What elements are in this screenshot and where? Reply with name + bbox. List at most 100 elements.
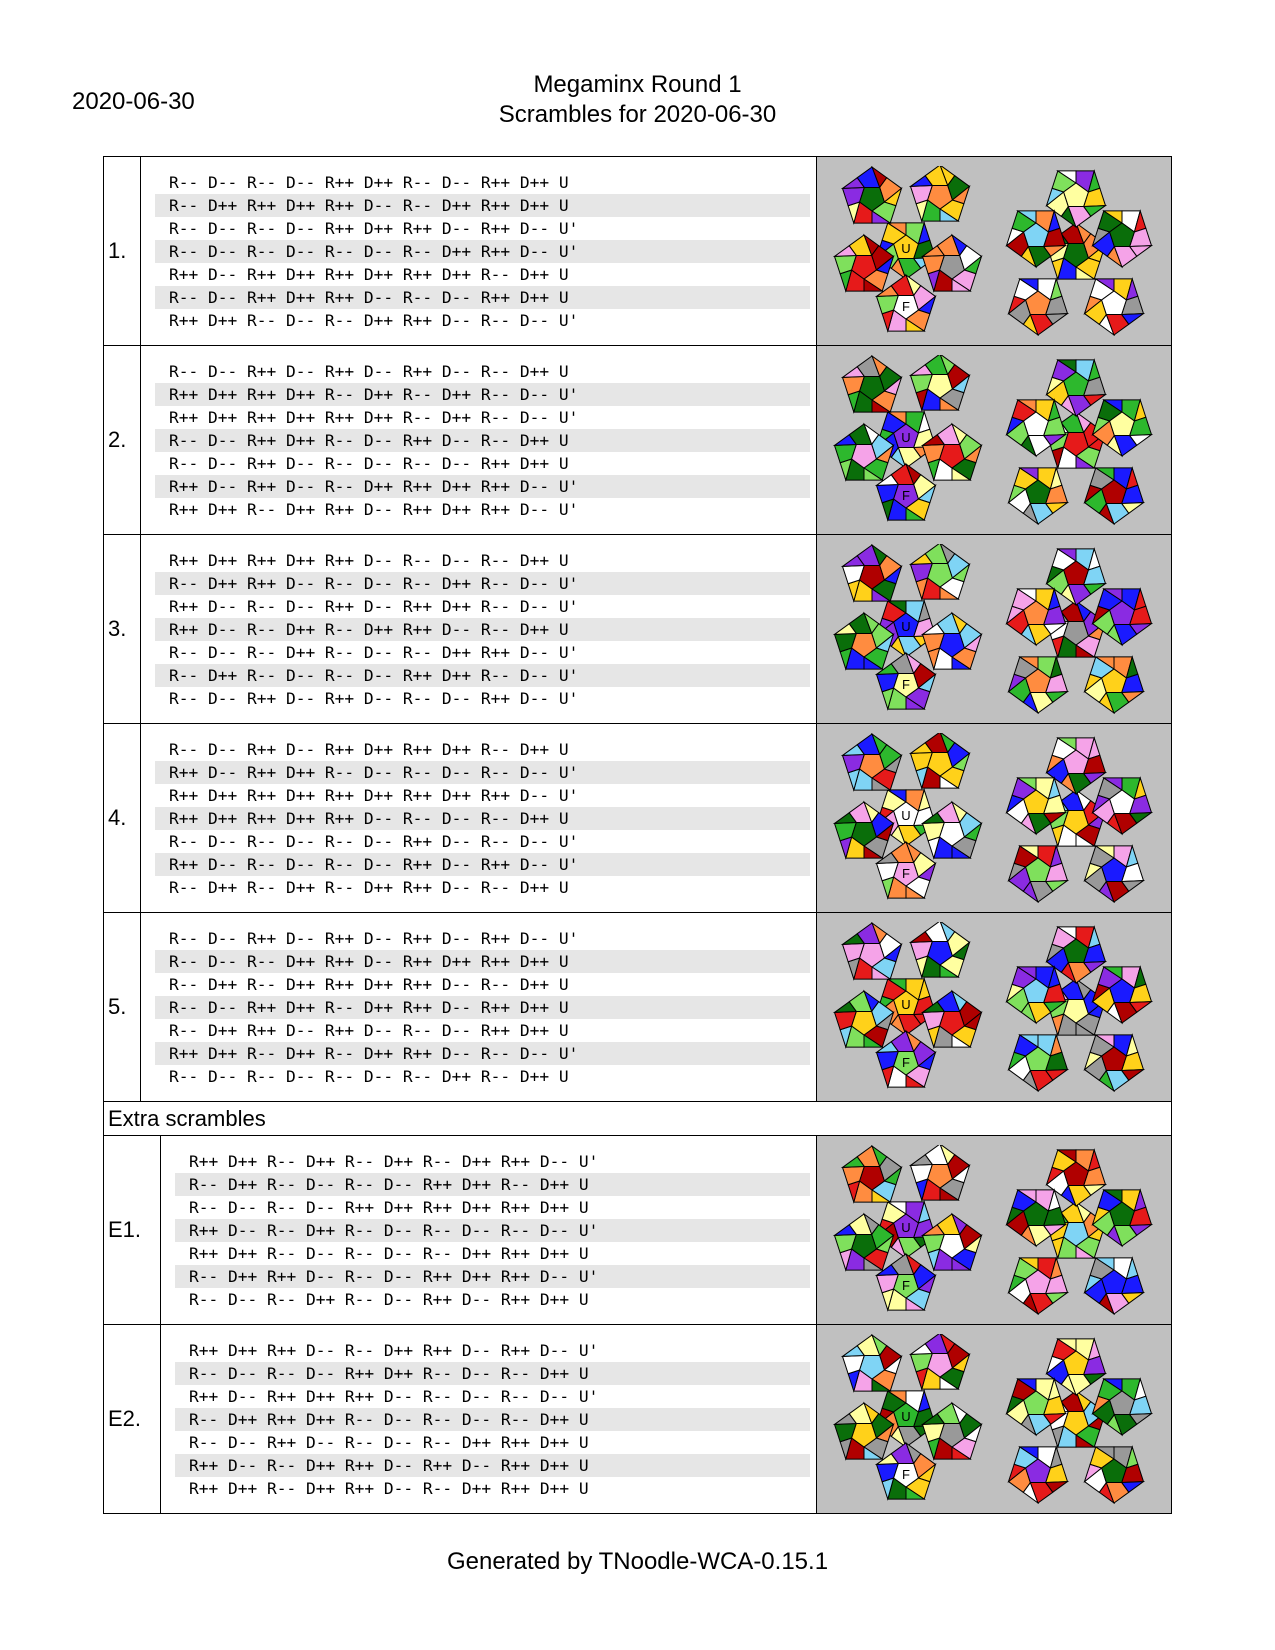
scramble-line: R++ D++ R-- D++ R-- D++ R-- D++ R++ D-- … [189,1151,599,1171]
scramble-row: 3. R++ D++ R++ D++ R++ D-- R-- D-- R-- D+… [103,534,1173,724]
upper-face-label: U [901,1220,910,1235]
scramble-line: R-- D-- R-- D++ R-- D-- R-- D++ R++ D-- … [169,642,579,662]
scramble-line: R++ D-- R++ D++ R++ D++ R++ D++ R-- D++ … [169,264,569,284]
generator-footer: Generated by TNoodle-WCA-0.15.1 [446,1548,829,1575]
scramble-line: R++ D-- R++ D++ R++ D-- R-- D-- R-- D-- … [189,1386,599,1406]
scramble-line: R++ D++ R++ D++ R-- D++ R-- D++ R-- D-- … [155,382,811,406]
megaminx-net-diagram: UF [832,544,1154,714]
scramble-moves: R-- D-- R++ D-- R++ D-- R++ D-- R++ D-- … [139,912,818,1102]
megaminx-net-diagram: UF [832,355,1154,525]
front-face-label: F [902,1467,910,1482]
scramble-row: 2. R-- D-- R++ D-- R++ D-- R++ D-- R-- D+… [103,345,1173,535]
megaminx-net-diagram: UF [832,1334,1154,1504]
scramble-line: R-- D++ R++ D-- R-- D-- R-- D++ R-- D-- … [155,571,811,595]
competition-date: 2020-06-30 [72,88,195,115]
scramble-moves: R++ D++ R-- D++ R-- D++ R-- D++ R++ D-- … [159,1135,818,1325]
round-title: Megaminx Round 1 [533,71,742,98]
scramble-line: R-- D-- R++ D-- R++ D-- R++ D-- R++ D-- … [169,928,579,948]
scramble-line: R++ D++ R++ D++ R++ D-- R-- D-- R-- D++ … [169,550,569,570]
scramble-moves: R-- D-- R-- D-- R++ D++ R-- D-- R++ D++ … [139,156,818,346]
scramble-number: 5. [103,912,141,1102]
scramble-line: R-- D-- R-- D-- R-- D-- R-- D++ R-- D++ … [169,1066,569,1086]
scramble-line: R++ D-- R-- D++ R++ D-- R++ D-- R++ D++ … [175,1453,811,1477]
page-title: Megaminx Round 1 Scrambles for 2020-06-3… [0,70,1275,130]
front-face-label: F [902,299,910,314]
scramble-line: R-- D-- R-- D++ R-- D-- R++ D-- R++ D++ … [189,1289,589,1309]
front-face-label: F [902,1278,910,1293]
scramble-line: R-- D-- R++ D++ R-- D++ R++ D-- R++ D++ … [155,995,811,1019]
scramble-line: R-- D-- R-- D-- R++ D++ R-- D-- R++ D++ … [169,172,569,192]
scramble-table: 1. R-- D-- R-- D-- R++ D++ R-- D-- R++ D+… [102,156,1173,1514]
megaminx-net-diagram: UF [832,166,1154,336]
scramble-line: R++ D-- R++ D-- R-- D++ R++ D++ R++ D-- … [155,474,811,498]
scramble-number: 2. [103,345,141,535]
scramble-moves: R-- D-- R++ D-- R++ D++ R++ D++ R-- D++ … [139,723,818,913]
scramble-line: R-- D-- R-- D-- R++ D++ R++ D-- R++ D-- … [169,218,579,238]
front-face-label: F [902,677,910,692]
upper-face-label: U [901,808,910,823]
scramble-line: R++ D-- R++ D++ R-- D-- R-- D-- R-- D-- … [155,760,811,784]
scramble-line: R-- D-- R++ D++ R-- D-- R++ D-- R-- D++ … [155,428,811,452]
scramble-line: R++ D++ R-- D++ R++ D-- R++ D++ R++ D-- … [169,499,579,519]
megaminx-net-diagram: UF [832,1145,1154,1315]
scramble-line: R-- D-- R++ D-- R++ D-- R++ D-- R-- D++ … [169,361,569,381]
scramble-line: R-- D-- R++ D-- R++ D-- R-- D-- R++ D-- … [169,688,579,708]
front-face-label: F [902,1055,910,1070]
megaminx-net-diagram: UF [832,922,1154,1092]
scramble-line: R-- D-- R-- D-- R-- D-- R++ D-- R-- D-- … [169,831,579,851]
upper-face-label: U [901,997,910,1012]
scramble-line: R-- D++ R-- D++ R-- D++ R++ D-- R-- D++ … [169,877,569,897]
round-subtitle: Scrambles for 2020-06-30 [498,101,777,128]
scramble-row: 1. R-- D-- R-- D-- R++ D++ R-- D-- R++ D+… [103,156,1173,346]
megaminx-net-diagram: UF [832,733,1154,903]
scramble-line: R-- D++ R++ D++ R++ D-- R-- D++ R++ D++ … [155,193,811,217]
front-face-label: F [902,866,910,881]
scramble-line: R-- D-- R++ D-- R++ D++ R++ D++ R-- D++ … [169,739,569,759]
scramble-line: R-- D++ R++ D++ R-- D-- R-- D-- R-- D++ … [175,1407,811,1431]
scramble-number: 3. [103,534,141,724]
scramble-line: R-- D-- R++ D++ R++ D-- R-- D-- R++ D++ … [155,285,811,309]
scramble-line: R-- D-- R-- D-- R++ D++ R-- D-- R-- D++ … [175,1361,811,1385]
scramble-line: R++ D++ R++ D++ R++ D++ R-- D++ R-- D-- … [169,407,579,427]
extra-scrambles-heading: Extra scrambles [102,1101,1173,1136]
scramble-line: R++ D++ R++ D++ R++ D-- R-- D-- R-- D++ … [155,806,811,830]
upper-face-label: U [901,430,910,445]
scramble-line: R-- D++ R-- D-- R-- D-- R++ D++ R-- D-- … [155,663,811,687]
extra-scrambles-header-row: Extra scrambles [102,1101,1173,1136]
scramble-line: R-- D++ R++ D-- R-- D-- R++ D++ R++ D-- … [175,1264,811,1288]
scramble-line: R-- D-- R-- D-- R-- D-- R-- D++ R++ D-- … [155,239,811,263]
scramble-line: R++ D++ R-- D-- R-- D++ R++ D-- R-- D-- … [169,310,579,330]
scramble-line: R-- D-- R++ D-- R-- D-- R-- D-- R++ D++ … [169,453,569,473]
upper-face-label: U [901,619,910,634]
scramble-line: R++ D-- R-- D++ R-- D++ R++ D-- R-- D++ … [155,617,811,641]
scramble-moves: R-- D-- R++ D-- R++ D-- R++ D-- R-- D++ … [139,345,818,535]
scramble-row: 5. R-- D-- R++ D-- R++ D-- R++ D-- R++ D-… [103,912,1173,1102]
upper-face-label: U [901,1409,910,1424]
scramble-row: 4. R-- D-- R++ D-- R++ D++ R++ D++ R-- D+… [103,723,1173,913]
scramble-line: R-- D++ R++ D-- R++ D-- R-- D-- R++ D++ … [169,1020,569,1040]
scramble-moves: R++ D++ R++ D++ R++ D-- R-- D-- R-- D++ … [139,534,818,724]
upper-face-label: U [901,241,910,256]
scramble-line: R-- D-- R++ D-- R-- D-- R-- D++ R++ D++ … [189,1432,589,1452]
scramble-number: 1. [103,156,141,346]
scramble-line: R-- D++ R-- D-- R-- D-- R++ D++ R-- D++ … [175,1172,811,1196]
scramble-number: E2. [103,1324,161,1514]
scramble-line: R-- D-- R-- D++ R++ D-- R++ D++ R++ D++ … [155,949,811,973]
scramble-row: E2. R++ D++ R++ D-- R-- D++ R++ D-- R++ D… [103,1324,1173,1514]
scramble-line: R++ D-- R-- D-- R++ D-- R++ D++ R-- D-- … [169,596,579,616]
scramble-line: R++ D-- R-- D-- R-- D-- R++ D-- R++ D-- … [155,852,811,876]
scramble-line: R-- D-- R-- D-- R++ D++ R++ D++ R++ D++ … [189,1197,589,1217]
scramble-number: E1. [103,1135,161,1325]
scramble-line: R++ D++ R-- D-- R-- D-- R-- D++ R++ D++ … [189,1243,589,1263]
scramble-number: 4. [103,723,141,913]
scramble-line: R++ D++ R++ D-- R-- D++ R++ D-- R++ D-- … [189,1340,599,1360]
scramble-row: E1. R++ D++ R-- D++ R-- D++ R-- D++ R++ D… [103,1135,1173,1325]
scramble-line: R++ D++ R++ D++ R++ D++ R++ D++ R++ D-- … [169,785,579,805]
scramble-line: R++ D++ R-- D++ R++ D-- R-- D++ R++ D++ … [189,1478,589,1498]
